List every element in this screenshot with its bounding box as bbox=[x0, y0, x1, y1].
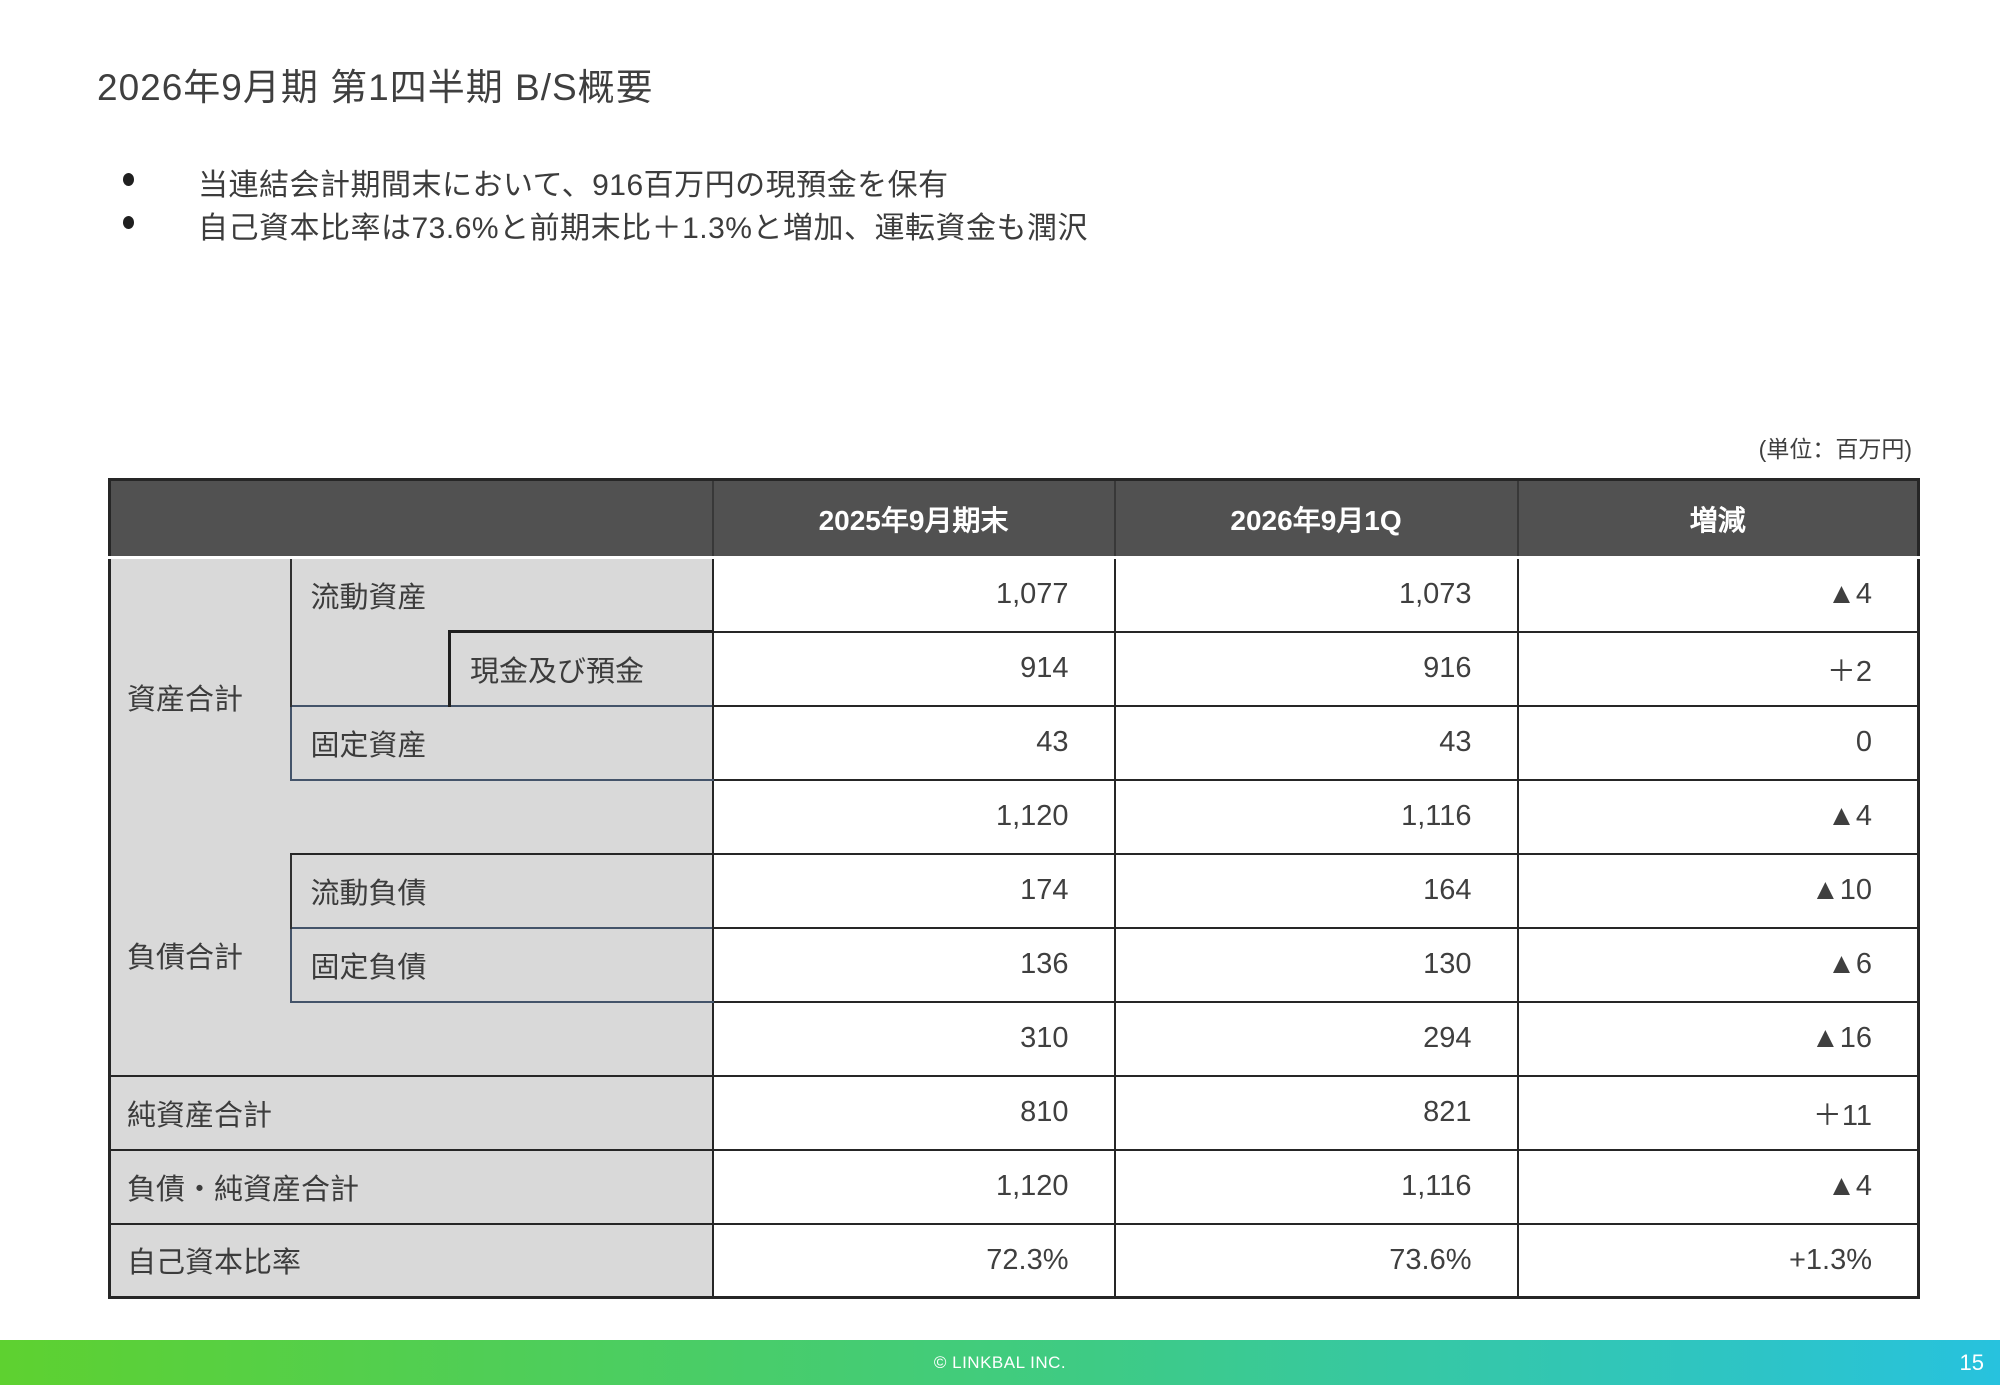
spacer-cell bbox=[290, 779, 713, 855]
column-header-current-q: 2026年9月1Q bbox=[1113, 479, 1518, 559]
bullet-icon bbox=[123, 216, 134, 229]
cell-value: ▲4 bbox=[1516, 557, 1919, 633]
cell-value: 73.6% bbox=[1113, 1223, 1518, 1299]
cell-value: 1,116 bbox=[1113, 779, 1518, 855]
cell-value: ▲10 bbox=[1516, 853, 1919, 929]
cell-value: ＋11 bbox=[1516, 1075, 1919, 1151]
cell-value: 1,077 bbox=[711, 557, 1115, 633]
row-label-current-liabilities: 流動負債 bbox=[289, 853, 713, 928]
cell-value: ＋2 bbox=[1516, 631, 1919, 707]
table-row-cash: 現金及び預金 914 916 ＋2 bbox=[110, 630, 1919, 707]
cell-value: 914 bbox=[711, 631, 1115, 707]
cell-value: 43 bbox=[711, 705, 1115, 781]
table-row-total-assets: 1,120 1,116 ▲4 bbox=[110, 779, 1919, 855]
cell-value: 130 bbox=[1113, 927, 1518, 1003]
page-number: 15 bbox=[1959, 1349, 1984, 1375]
column-header-change: 増減 bbox=[1516, 479, 1919, 559]
column-header-prev-period: 2025年9月期末 bbox=[711, 479, 1115, 559]
cell-value: 1,120 bbox=[711, 779, 1115, 855]
cell-value: 72.3% bbox=[711, 1223, 1115, 1299]
table-row-equity-ratio: 自己資本比率 72.3% 73.6% +1.3% bbox=[109, 1223, 1919, 1299]
list-item: 自己資本比率は73.6%と前期末比＋1.3%と増加、運転資金も潤沢 bbox=[123, 203, 1088, 246]
row-label-total-assets: 資産合計 bbox=[109, 557, 291, 854]
table-row-net-assets: 純資産合計 810 821 ＋11 bbox=[109, 1075, 1919, 1151]
bullet-list: 当連結会計期間末において、916百万円の現預金を保有 自己資本比率は73.6%と… bbox=[123, 160, 1088, 246]
copyright-text: © LINKBAL INC. bbox=[933, 1352, 1067, 1372]
row-label-equity-ratio: 自己資本比率 bbox=[109, 1223, 713, 1298]
cell-value: 310 bbox=[711, 1001, 1115, 1077]
row-label-fixed-liabilities: 固定負債 bbox=[289, 926, 713, 1003]
cell-value: 294 bbox=[1113, 1001, 1518, 1077]
table-header-row: 2025年9月期末 2026年9月1Q 増減 bbox=[109, 479, 1919, 559]
cell-value: 43 bbox=[1113, 705, 1518, 781]
cell-value: 0 bbox=[1516, 705, 1919, 781]
table-row-liabilities-net-assets: 負債・純資産合計 1,120 1,116 ▲4 bbox=[109, 1149, 1919, 1225]
cell-value: 916 bbox=[1113, 631, 1518, 707]
cell-value: 174 bbox=[711, 853, 1115, 929]
table-row-fixed-assets: 固定資産 43 43 0 bbox=[110, 704, 1919, 781]
row-label-total-net-assets: 純資産合計 bbox=[109, 1075, 713, 1151]
balance-sheet-table: 2025年9月期末 2026年9月1Q 増減 資産合計 流動資産 1,077 1… bbox=[108, 478, 1921, 1299]
row-label-liabilities-net-assets: 負債・純資産合計 bbox=[109, 1149, 713, 1225]
cell-value: 810 bbox=[711, 1075, 1115, 1151]
cell-value: 821 bbox=[1113, 1075, 1518, 1151]
cell-value: 136 bbox=[711, 927, 1115, 1003]
bullet-text: 自己資本比率は73.6%と前期末比＋1.3%と増加、運転資金も潤沢 bbox=[198, 212, 1088, 245]
footer-bar: © LINKBAL INC. 15 bbox=[0, 1340, 2000, 1385]
row-label-fixed-assets: 固定資産 bbox=[289, 704, 713, 781]
page-title: 2026年9月期 第1四半期 B/S概要 bbox=[97, 67, 654, 108]
cell-value: 1,116 bbox=[1113, 1149, 1518, 1225]
cell-value: ▲6 bbox=[1516, 927, 1919, 1003]
cell-value: ▲4 bbox=[1516, 779, 1919, 855]
column-header-blank bbox=[109, 479, 713, 559]
unit-note: (単位：百万円) bbox=[1758, 436, 1912, 462]
spacer-cell bbox=[290, 1001, 713, 1077]
table-row-current-assets: 資産合計 流動資産 1,077 1,073 ▲4 bbox=[109, 557, 1919, 854]
row-label-current-assets: 流動資産 bbox=[289, 557, 713, 632]
cell-value: ▲4 bbox=[1516, 1149, 1919, 1225]
table-row-fixed-liabilities: 固定負債 136 130 ▲6 bbox=[110, 926, 1919, 1003]
table-row-current-liabilities: 負債合計 流動負債 174 164 ▲10 bbox=[109, 853, 1919, 1077]
bullet-icon bbox=[123, 173, 134, 186]
table-row-total-liabilities: 310 294 ▲16 bbox=[110, 1001, 1919, 1077]
list-item: 当連結会計期間末において、916百万円の現預金を保有 bbox=[123, 160, 1088, 203]
cell-value: 1,073 bbox=[1113, 557, 1518, 633]
cell-value: 164 bbox=[1113, 853, 1518, 929]
spacer-cell bbox=[289, 631, 450, 706]
row-label-total-liabilities: 負債合計 bbox=[109, 853, 291, 1077]
cell-value: 1,120 bbox=[711, 1149, 1115, 1225]
cell-value: ▲16 bbox=[1516, 1001, 1919, 1077]
cell-value: +1.3% bbox=[1516, 1223, 1919, 1299]
bullet-text: 当連結会計期間末において、916百万円の現預金を保有 bbox=[198, 169, 949, 202]
row-label-cash-deposits: 現金及び預金 bbox=[447, 630, 713, 706]
